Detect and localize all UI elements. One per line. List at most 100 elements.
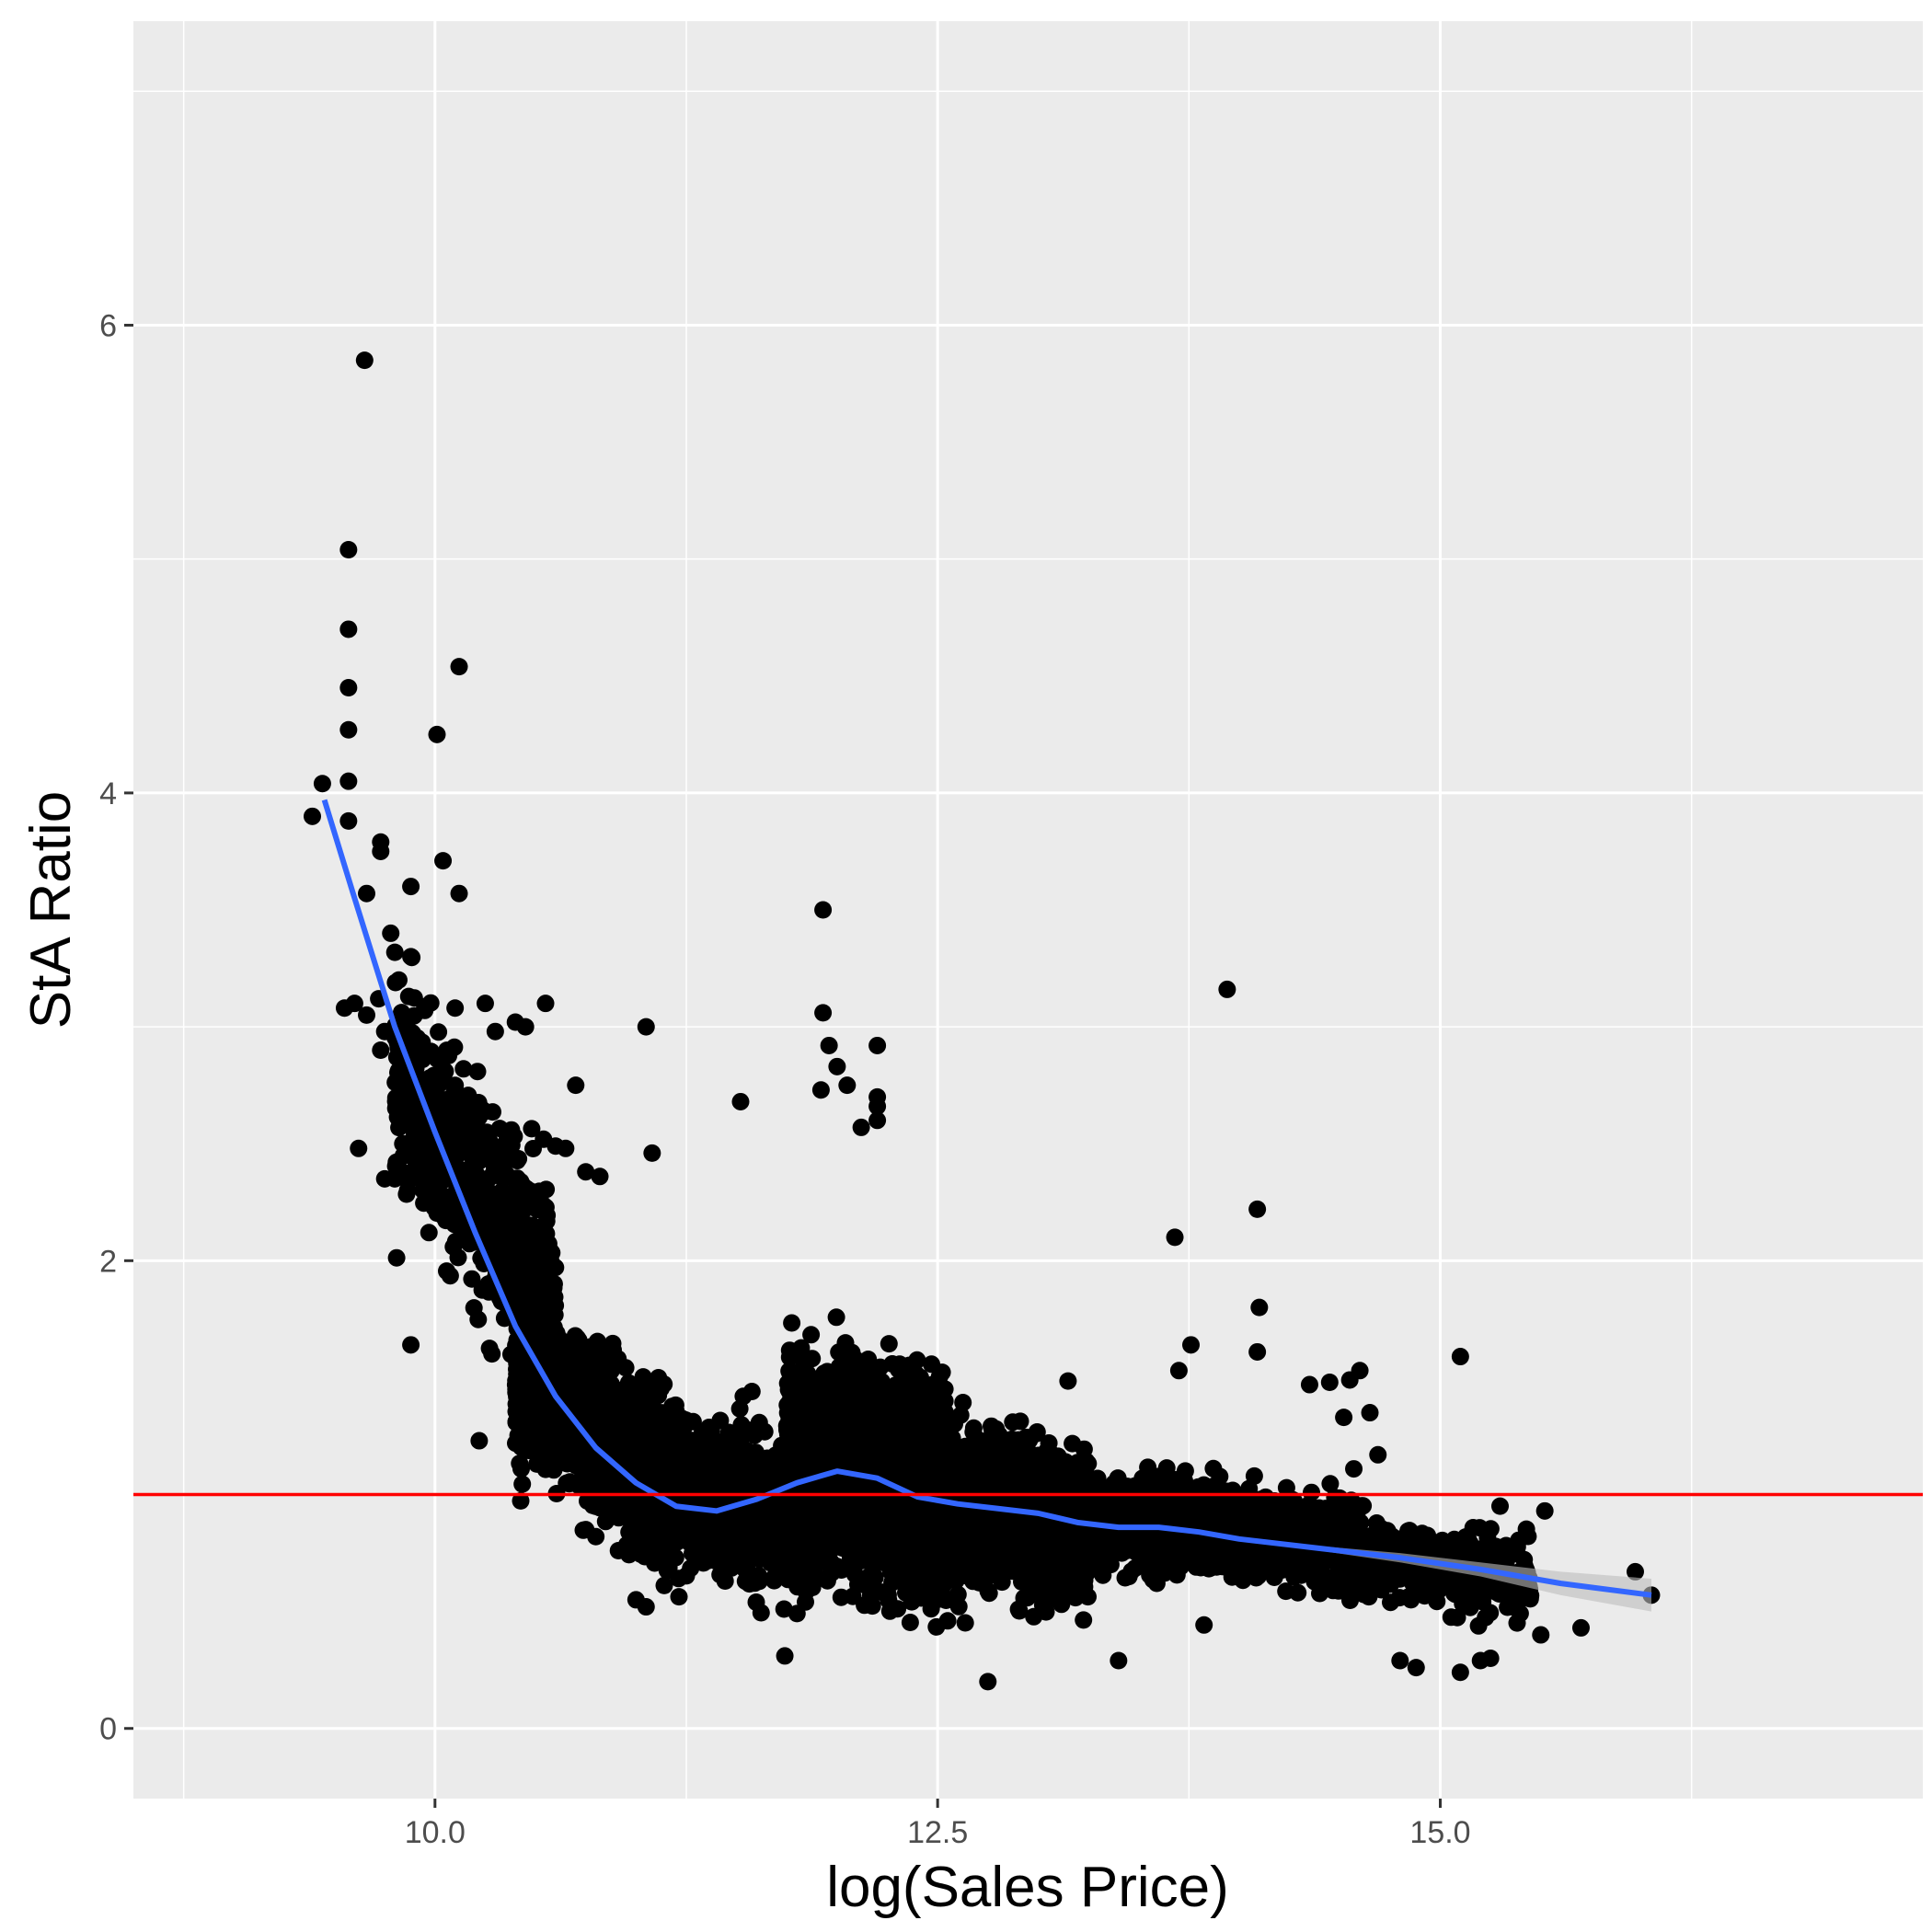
scatter-point <box>473 1217 491 1236</box>
scatter-point <box>512 1491 530 1510</box>
scatter-point <box>516 1248 535 1266</box>
scatter-point <box>416 1159 433 1178</box>
scatter-point <box>446 1147 465 1166</box>
scatter-point <box>650 1386 668 1405</box>
scatter-point <box>542 1252 560 1271</box>
scatter-point <box>477 1180 496 1199</box>
scatter-point <box>507 1220 525 1238</box>
scatter-point <box>385 943 404 961</box>
scatter-point <box>655 1576 673 1594</box>
scatter-point <box>489 1209 508 1227</box>
scatter-point <box>497 1186 515 1204</box>
scatter-point <box>512 1460 530 1478</box>
scatter-point <box>537 1225 556 1243</box>
scatter-point <box>577 1402 595 1420</box>
scatter-point <box>394 1086 412 1104</box>
scatter-point <box>394 1134 412 1153</box>
scatter-point <box>413 1051 431 1069</box>
scatter-point <box>508 1365 526 1383</box>
scatter-point <box>480 1340 499 1358</box>
scatter-points <box>304 351 1661 1691</box>
scatter-point <box>467 1108 486 1126</box>
scatter-point <box>446 1076 465 1095</box>
scatter-point <box>743 1462 762 1480</box>
scatter-point <box>449 1120 467 1138</box>
scatter-point <box>428 1204 446 1223</box>
scatter-point <box>600 1497 618 1515</box>
scatter-point <box>610 1441 628 1459</box>
scatter-point <box>687 1542 706 1559</box>
scatter-point <box>494 1261 512 1280</box>
scatter-point <box>537 1180 556 1199</box>
scatter-point <box>528 1201 546 1219</box>
scatter-point <box>406 1122 424 1141</box>
scatter-point <box>508 1152 526 1170</box>
scatter-point <box>397 1185 416 1203</box>
scatter-point <box>524 1140 542 1157</box>
scatter-point <box>438 1262 455 1281</box>
scatter-point <box>454 1060 473 1078</box>
scatter-point <box>546 1448 564 1466</box>
scatter-point <box>467 1166 486 1184</box>
scatter-point <box>388 1108 407 1126</box>
scatter-point <box>468 1063 487 1081</box>
scatter-point <box>473 1125 491 1144</box>
scatter-point <box>696 1447 715 1465</box>
scatter-point <box>428 1186 446 1203</box>
scatter-point <box>627 1515 646 1534</box>
scatter-point <box>715 1455 732 1474</box>
scatter-point <box>675 1513 694 1532</box>
scatter-point <box>542 1421 560 1440</box>
scatter-point <box>660 1558 678 1577</box>
scatter-point <box>389 1156 407 1174</box>
scatter-point <box>673 1409 692 1428</box>
scatter-point <box>521 1220 539 1238</box>
scatter-point <box>488 1225 506 1243</box>
scatter-point <box>755 1422 774 1441</box>
scatter-point <box>535 1274 554 1293</box>
scatter-point <box>706 1477 724 1495</box>
scatter-point <box>775 1600 793 1618</box>
scatter-point <box>449 1248 467 1267</box>
scatter-point <box>469 1310 488 1328</box>
scatter-point <box>880 1335 898 1353</box>
scatter-point <box>654 1442 673 1460</box>
minor-grid <box>133 21 1923 1799</box>
scatter-point <box>412 1142 431 1160</box>
scatter-point <box>430 1023 448 1041</box>
scatter-point <box>579 1452 597 1470</box>
scatter-point <box>730 1432 749 1450</box>
scatter-point <box>614 1393 632 1411</box>
scatter-point <box>435 1064 454 1082</box>
scatter-point <box>393 1004 410 1022</box>
scatter-point <box>427 1171 445 1190</box>
scatter-point <box>509 1175 527 1193</box>
scatter-point <box>547 1360 566 1378</box>
scatter-point <box>517 1395 535 1413</box>
scatter-point <box>511 1414 529 1432</box>
scatter-point <box>569 1472 588 1490</box>
scatter-point <box>580 1356 598 1374</box>
scatter-point <box>487 1138 505 1156</box>
scatter-point <box>670 1588 688 1606</box>
scatter-point <box>827 1308 845 1327</box>
scatter-point <box>413 1033 431 1052</box>
scatter-point <box>387 1248 406 1267</box>
scatter-point <box>513 1475 532 1493</box>
scatter-point <box>632 1546 650 1563</box>
scatter-point <box>399 987 418 1006</box>
scatter-point <box>521 1294 538 1313</box>
scatter-point <box>402 1163 420 1181</box>
scatter-point <box>725 1544 743 1562</box>
scatter-point <box>609 1542 627 1559</box>
scatter-point <box>592 1384 610 1402</box>
scatter-point <box>479 1282 498 1301</box>
scatter-point <box>593 1339 612 1357</box>
scatter-point <box>445 1038 464 1056</box>
scatter-point <box>736 1559 753 1578</box>
scatter-point <box>671 1433 689 1452</box>
scatter-point <box>679 1470 697 1489</box>
scatter-point <box>747 1524 765 1542</box>
scatter-point <box>747 1593 765 1611</box>
